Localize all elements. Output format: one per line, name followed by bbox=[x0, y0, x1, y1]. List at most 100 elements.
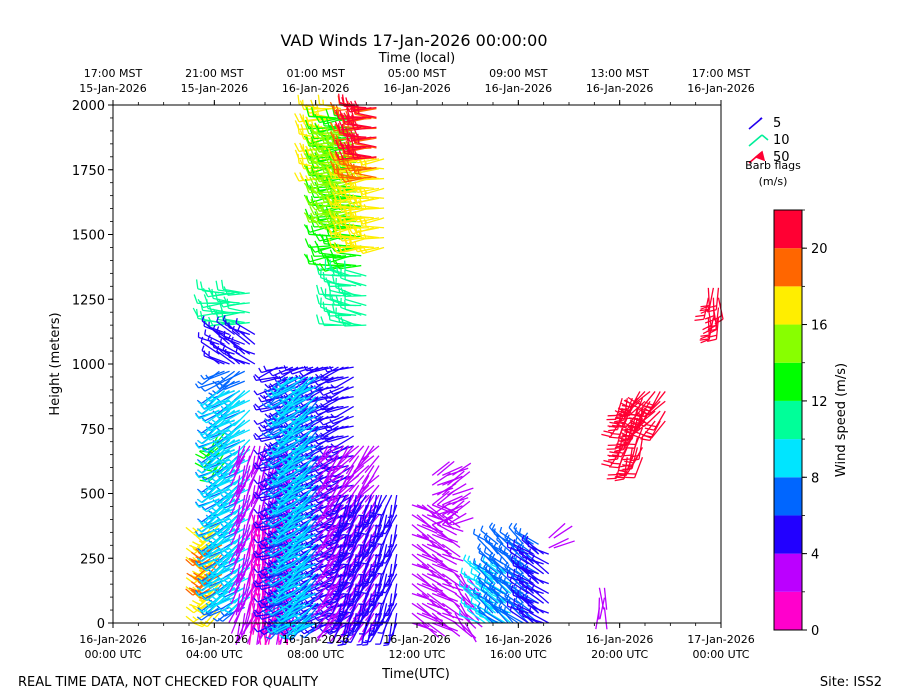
wind-barb bbox=[227, 389, 251, 404]
wind-barb bbox=[223, 286, 250, 296]
barb-staff bbox=[227, 321, 250, 326]
wind-barb bbox=[206, 419, 230, 432]
barb-half-feather bbox=[200, 386, 206, 392]
wind-barb bbox=[227, 334, 246, 355]
barb-half-feather bbox=[203, 609, 209, 613]
barb-feather bbox=[185, 526, 194, 534]
barb-feather bbox=[208, 305, 214, 315]
wind-barb bbox=[236, 475, 246, 497]
barb-staff bbox=[206, 586, 225, 602]
barb-staff bbox=[224, 335, 245, 345]
barb-half-feather bbox=[220, 385, 225, 390]
barb-half-feather bbox=[227, 517, 232, 522]
barb-staff bbox=[202, 399, 220, 415]
top-tick-date: 16-Jan-2026 bbox=[687, 82, 755, 95]
barb-half-feather bbox=[212, 419, 218, 424]
barb-half-feather bbox=[197, 587, 203, 592]
barb-staff bbox=[219, 409, 240, 420]
barb-staff bbox=[198, 586, 220, 597]
barb-staff bbox=[240, 465, 246, 488]
barb-half-feather bbox=[258, 397, 262, 403]
barb-half-feather bbox=[210, 394, 215, 400]
barb-staff bbox=[229, 399, 251, 410]
barb-half-feather bbox=[212, 537, 218, 542]
barb-staff bbox=[222, 288, 245, 294]
barb-half-feather bbox=[206, 544, 211, 550]
barb-half-feather bbox=[253, 434, 257, 440]
barb-half-feather bbox=[212, 596, 218, 601]
barb-staff bbox=[237, 329, 256, 345]
barb-staff bbox=[216, 321, 235, 336]
wind-barb bbox=[233, 341, 256, 355]
barb-half-feather bbox=[263, 365, 267, 371]
barb-half-feather bbox=[221, 594, 227, 600]
barb-half-feather bbox=[221, 446, 227, 452]
barb-half-feather bbox=[221, 553, 226, 559]
barb-half-feather bbox=[264, 383, 270, 389]
barb-half-feather bbox=[192, 586, 198, 591]
barb-half-feather bbox=[206, 495, 211, 500]
barb-feather bbox=[223, 286, 229, 296]
barb-half-feather bbox=[215, 502, 220, 508]
wind-barb bbox=[233, 543, 246, 564]
barb-half-feather bbox=[227, 546, 232, 551]
barb-staff bbox=[208, 326, 230, 336]
barb-half-feather bbox=[218, 412, 225, 417]
barb-staff bbox=[201, 576, 220, 592]
barb-staff bbox=[212, 321, 235, 327]
barb-feather bbox=[223, 296, 229, 306]
wind-barb bbox=[200, 336, 220, 355]
wind-barb bbox=[195, 439, 220, 449]
barb-half-feather bbox=[200, 463, 205, 469]
barb-half-feather bbox=[206, 584, 211, 589]
barb-feather bbox=[214, 292, 219, 302]
barb-staff bbox=[234, 586, 251, 604]
wind-barb bbox=[197, 429, 220, 445]
barb-half-feather bbox=[221, 494, 226, 500]
chart-title: VAD Winds 17-Jan-2026 00:00:00 bbox=[280, 31, 547, 50]
barb-half-feather bbox=[254, 432, 259, 438]
barb-staff bbox=[228, 307, 250, 314]
barb-feather bbox=[191, 551, 200, 559]
barb-half-feather bbox=[217, 577, 223, 582]
barb-half-feather bbox=[227, 334, 232, 340]
barb-staff bbox=[234, 527, 251, 545]
barb-staff bbox=[216, 350, 235, 365]
barb-half-feather bbox=[217, 617, 223, 622]
barb-half-feather bbox=[224, 580, 230, 585]
barb-half-feather bbox=[206, 485, 211, 491]
barb-half-feather bbox=[219, 338, 223, 344]
barb-half-feather bbox=[213, 471, 220, 476]
wind-barb bbox=[197, 458, 220, 474]
barb-half-feather bbox=[326, 612, 333, 615]
barb-half-feather bbox=[218, 500, 224, 505]
barb-feather bbox=[215, 280, 219, 291]
barb-staff bbox=[233, 543, 246, 564]
barb-staff bbox=[198, 439, 220, 449]
barb-half-feather bbox=[225, 405, 231, 410]
barb-half-feather bbox=[206, 397, 211, 402]
wind-barb bbox=[208, 351, 230, 365]
wind-barb bbox=[215, 439, 240, 449]
wind-barb bbox=[216, 316, 235, 336]
barb-half-feather bbox=[347, 602, 353, 605]
barb-half-feather bbox=[224, 610, 230, 614]
top-tick-time: 17:00 MST bbox=[84, 67, 143, 80]
barb-staff bbox=[233, 514, 246, 535]
barb-staff bbox=[232, 330, 251, 345]
wind-barb bbox=[206, 458, 230, 471]
barb-half-feather bbox=[200, 374, 205, 380]
wind-barb bbox=[205, 370, 230, 380]
barb-staff bbox=[229, 389, 246, 407]
barb-half-feather bbox=[213, 441, 220, 446]
barb-staff bbox=[240, 494, 246, 517]
barb-staff bbox=[209, 458, 230, 471]
barb-half-feather bbox=[253, 597, 258, 603]
barb-staff bbox=[214, 566, 235, 578]
wind-barb bbox=[199, 281, 225, 294]
barb-feather bbox=[207, 287, 214, 297]
barb-staff bbox=[229, 429, 251, 440]
wind-barb bbox=[233, 455, 246, 476]
